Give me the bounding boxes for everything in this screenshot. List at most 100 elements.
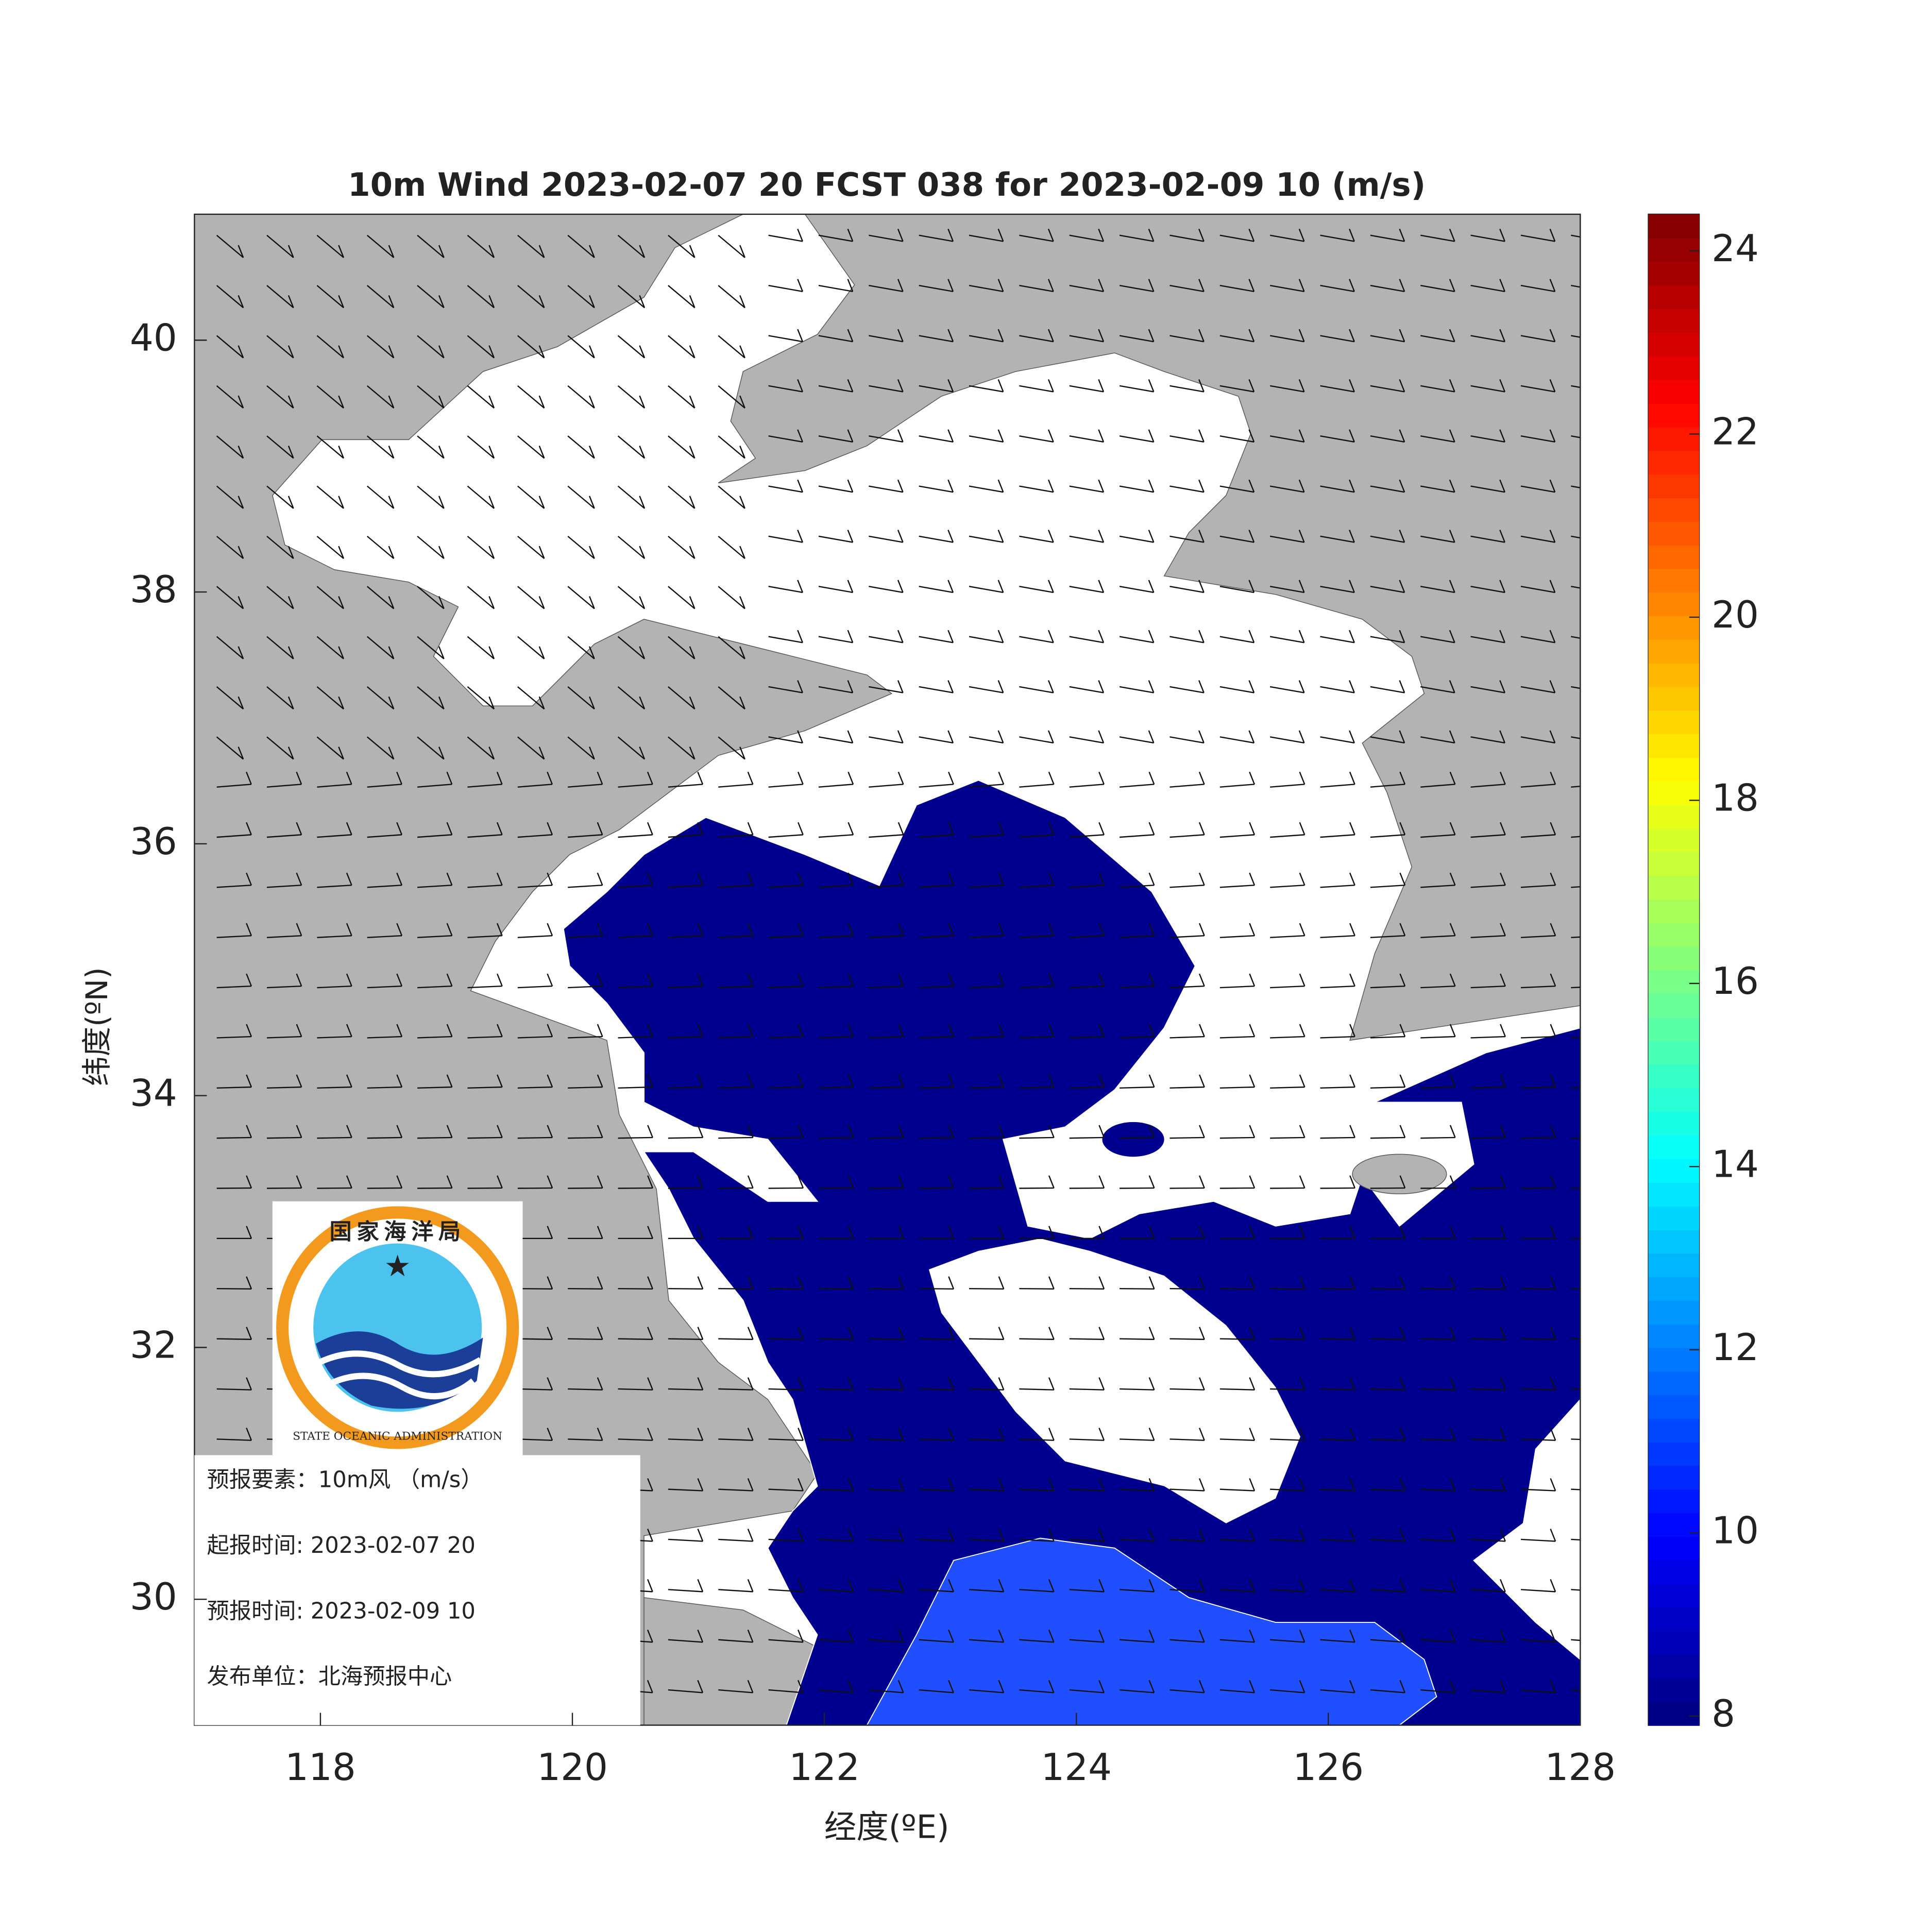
barb-flag	[1349, 379, 1355, 392]
barb	[1370, 1488, 1405, 1492]
y-tick-label: 40	[130, 316, 177, 360]
barb-flag	[238, 596, 244, 609]
barb-flag	[1047, 730, 1054, 743]
colorbar-step	[1648, 710, 1700, 735]
barb	[1119, 234, 1154, 242]
barb	[316, 636, 344, 659]
barb	[1571, 786, 1581, 788]
barb	[1170, 1639, 1205, 1643]
barb-flag	[1048, 822, 1055, 835]
barb	[1571, 284, 1581, 288]
barb	[618, 1438, 653, 1441]
barb	[1219, 335, 1255, 343]
barb-flag	[1148, 1024, 1155, 1037]
barb-flag	[1349, 630, 1355, 643]
barb	[668, 1438, 703, 1441]
barb	[919, 1689, 954, 1693]
barb	[1170, 284, 1204, 292]
barb	[969, 234, 1004, 242]
barb	[1170, 335, 1204, 343]
barb	[1120, 1488, 1155, 1492]
colorbar-step	[1648, 1371, 1700, 1396]
colorbar-step	[1648, 568, 1700, 593]
barb-flag	[388, 496, 395, 509]
barb-flag	[998, 1377, 1005, 1391]
barb	[517, 736, 545, 760]
barb-flag	[1249, 1680, 1255, 1693]
barb	[969, 834, 1004, 838]
barb-flag	[897, 1377, 904, 1391]
barb	[1320, 985, 1355, 989]
barb-flag	[438, 696, 445, 709]
barb	[367, 1187, 402, 1189]
barb-flag	[1549, 279, 1556, 292]
barb	[1470, 884, 1505, 888]
barb-flag	[689, 696, 696, 709]
colorbar-step	[1648, 214, 1700, 239]
barb	[718, 485, 745, 509]
barb-flag	[848, 822, 854, 835]
barb-flag	[1499, 680, 1505, 693]
barb-flag	[597, 771, 603, 785]
barb-flag	[697, 1125, 704, 1138]
barb	[768, 1538, 803, 1542]
barb-flag	[1550, 1478, 1556, 1492]
barb	[919, 1036, 954, 1039]
barb	[1269, 686, 1304, 693]
barb-flag	[588, 546, 595, 559]
barb	[517, 234, 545, 258]
barb-flag	[1098, 1629, 1105, 1642]
barb-flag	[1399, 580, 1405, 593]
barb	[266, 935, 302, 938]
barb	[417, 285, 445, 309]
info-box	[194, 1455, 640, 1725]
barb	[718, 935, 753, 938]
barb-flag	[897, 530, 904, 543]
barb	[818, 535, 853, 543]
barb-flag	[1298, 530, 1305, 543]
barb	[216, 1036, 251, 1039]
barb-flag	[739, 245, 745, 258]
barb-flag	[1601, 1024, 1606, 1037]
barb-flag	[697, 872, 704, 886]
barb-flag	[647, 1377, 653, 1391]
barb-flag	[1399, 329, 1405, 342]
barb-flag	[438, 445, 445, 459]
barb	[1420, 1388, 1455, 1391]
barb-flag	[948, 1377, 955, 1391]
barb	[1170, 435, 1204, 443]
barb	[517, 385, 545, 409]
barb-flag	[1098, 1327, 1105, 1340]
barb-flag	[338, 496, 345, 509]
barb	[216, 234, 244, 258]
barb-flag	[1601, 1125, 1606, 1138]
barb-flag	[1500, 1175, 1506, 1189]
barb-flag	[1349, 1276, 1355, 1290]
barb	[1269, 284, 1304, 292]
barb-flag	[1047, 530, 1054, 543]
barb	[969, 1538, 1004, 1542]
barb	[266, 686, 294, 710]
barb-flag	[1198, 730, 1205, 743]
barb	[367, 784, 402, 788]
barb-flag	[1399, 1074, 1406, 1088]
barb	[919, 1639, 954, 1643]
barb-flag	[496, 771, 503, 785]
barb	[517, 535, 545, 560]
barb-flag	[296, 973, 302, 987]
barb	[718, 736, 745, 760]
barb-flag	[1148, 630, 1155, 643]
barb-flag	[1298, 429, 1305, 443]
barb	[1069, 1589, 1104, 1592]
barb-flag	[848, 1226, 854, 1239]
barb-flag	[1098, 1680, 1105, 1693]
barb-flag	[1600, 530, 1605, 543]
barb-flag	[1549, 730, 1556, 743]
barb	[1571, 736, 1581, 739]
barb-flag	[647, 1125, 653, 1138]
barb-flag	[1047, 279, 1054, 292]
barb-flag	[1048, 1629, 1055, 1642]
barb-flag	[1449, 1276, 1456, 1290]
barb-flag	[547, 1377, 553, 1391]
colorbar-tick-label: 24	[1711, 227, 1759, 270]
